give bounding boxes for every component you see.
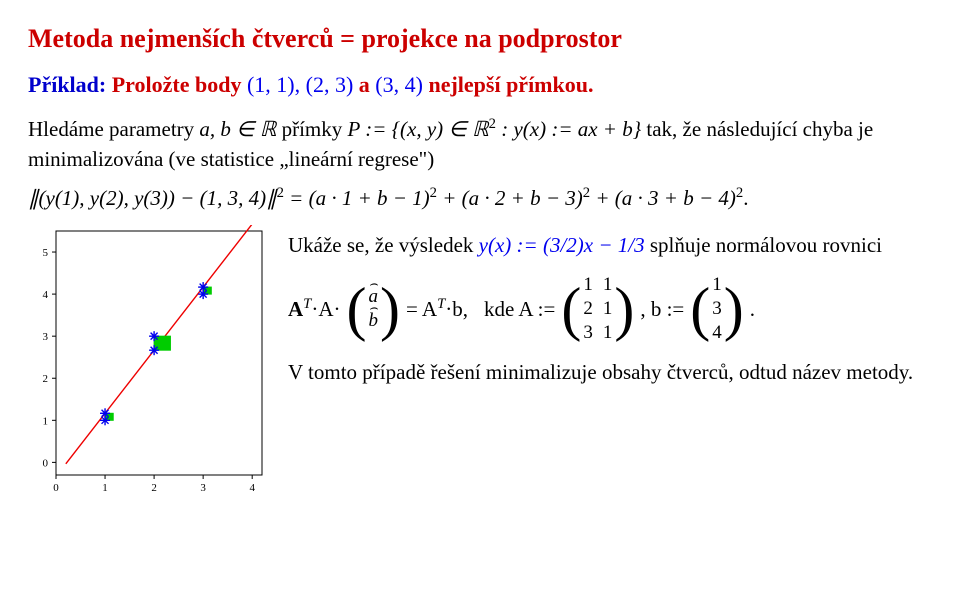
page-title: Metoda nejmenších čtverců = projekce na … bbox=[28, 24, 932, 54]
method-name-note: V tomto případě řešení minimalizuje obsa… bbox=[288, 358, 932, 387]
example-points-12: (1, 1), (2, 3) bbox=[247, 72, 353, 97]
svg-text:4: 4 bbox=[249, 482, 255, 494]
svg-text:3: 3 bbox=[200, 482, 206, 494]
svg-text:4: 4 bbox=[43, 289, 49, 301]
problem-statement: Hledáme parametry a, b ∈ ℝ přímky P := {… bbox=[28, 114, 932, 175]
svg-text:3: 3 bbox=[43, 331, 49, 343]
error-equation: ∥(y(1), y(2), y(3)) − (1, 3, 4)∥2 = (a ·… bbox=[28, 185, 932, 211]
ab-hat-vector: ( ⌢a ⌢b ) bbox=[347, 285, 400, 333]
example-heading: Příklad: Proložte body (1, 1), (2, 3) a … bbox=[28, 72, 932, 98]
example-text-mid: a bbox=[353, 72, 375, 97]
svg-text:0: 0 bbox=[53, 482, 59, 494]
svg-text:0: 0 bbox=[43, 457, 49, 469]
vector-b: ( 134 ) bbox=[690, 274, 743, 344]
svg-text:2: 2 bbox=[151, 482, 157, 494]
example-label: Příklad: bbox=[28, 72, 106, 97]
example-text-after: nejlepší přímkou. bbox=[423, 72, 594, 97]
svg-text:1: 1 bbox=[102, 482, 108, 494]
matrix-A: ( 112131 ) bbox=[561, 274, 634, 344]
svg-text:1: 1 bbox=[43, 415, 49, 427]
example-point-3: (3, 4) bbox=[375, 72, 423, 97]
regression-chart: 0 1 2 3 4 0 1 2 3 4 5 bbox=[28, 225, 268, 502]
svg-text:2: 2 bbox=[43, 373, 49, 385]
result-statement: Ukáže se, že výsledek y(x) := (3/2)x − 1… bbox=[288, 231, 932, 260]
normal-equation: AT·A· ( ⌢a ⌢b ) = AT·b, kde A := ( 11213… bbox=[288, 274, 932, 344]
example-text-before: Proložte body bbox=[106, 72, 247, 97]
chart-svg: 0 1 2 3 4 0 1 2 3 4 5 bbox=[28, 225, 268, 497]
svg-text:5: 5 bbox=[43, 247, 49, 259]
